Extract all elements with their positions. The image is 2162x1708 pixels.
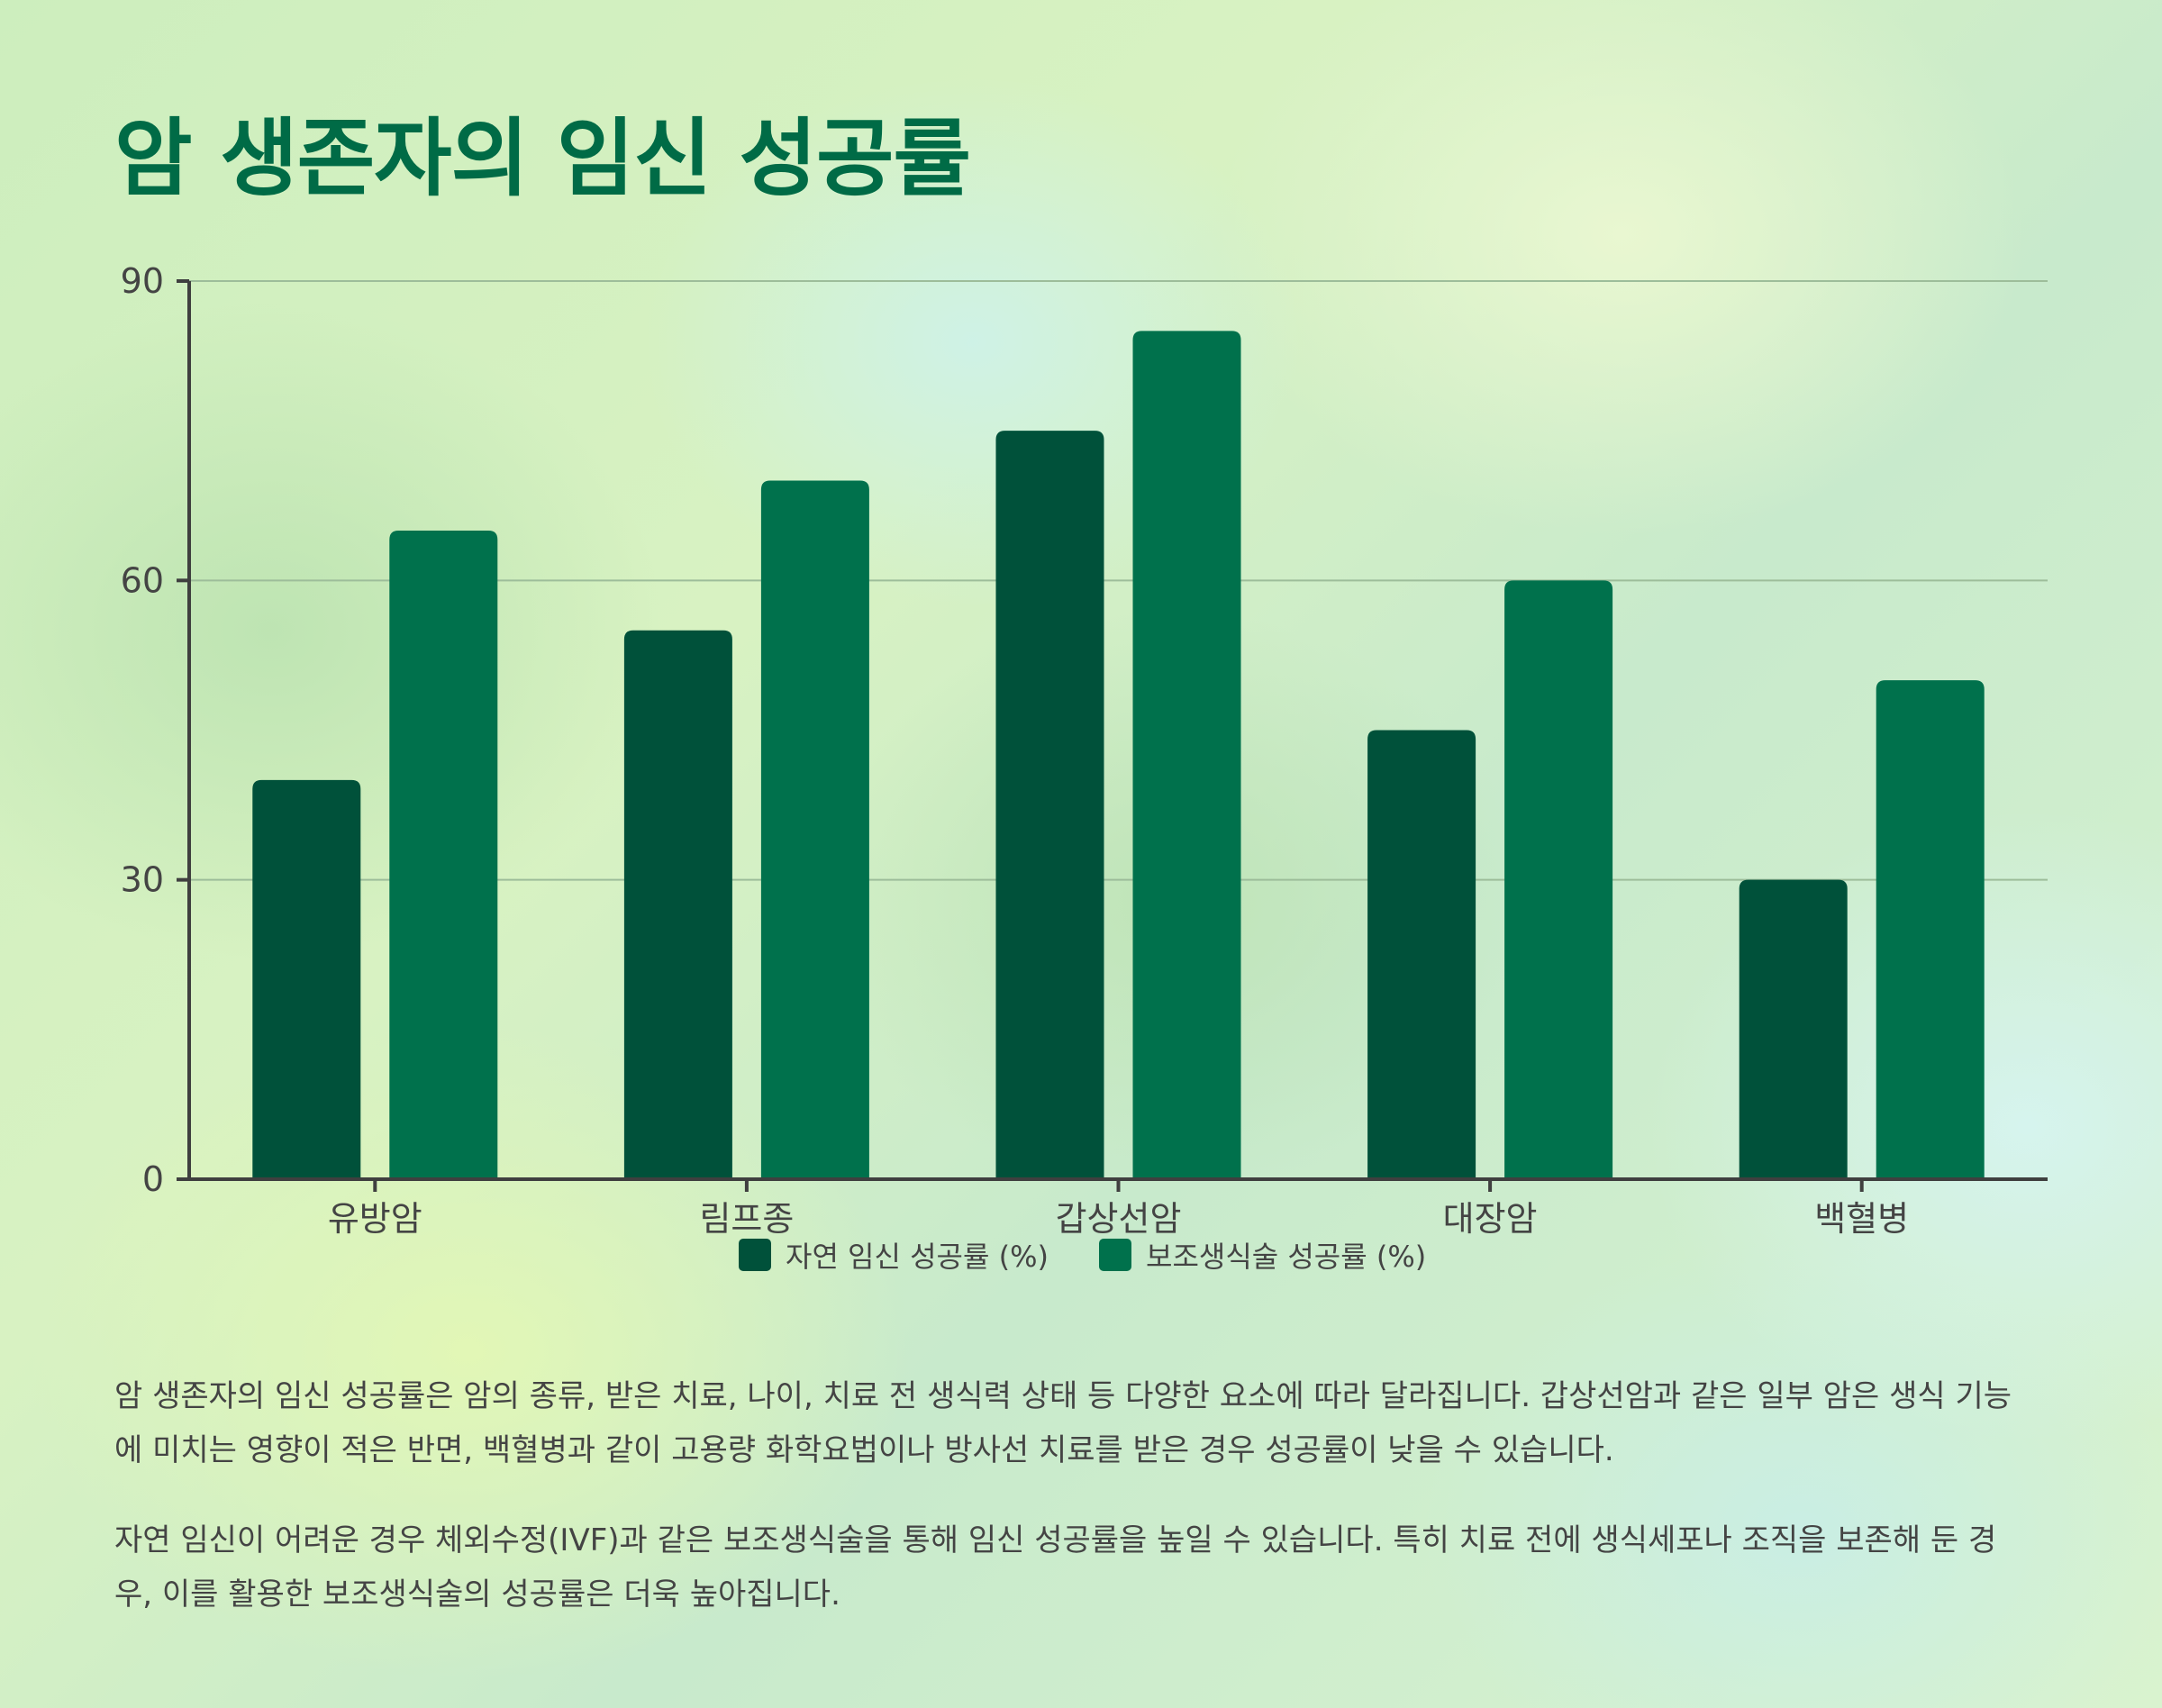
description-paragraph-2: 자연 임신이 어려운 경우 체외수정(IVF)과 같은 보조생식술을 통해 임신… — [114, 1522, 1997, 1613]
bar-natural — [995, 431, 1104, 1180]
bar-natural — [1739, 879, 1848, 1179]
bar-natural — [252, 779, 361, 1179]
y-tick-label: 0 — [142, 1159, 164, 1199]
chart-title: 암 생존자의 임신 성공률 — [114, 110, 971, 208]
axes: 0 30 60 90 유방암 림프종 갑상선암 대장암 백혈병 — [121, 261, 2048, 1239]
x-tick-label: 림프종 — [699, 1199, 794, 1239]
y-tick-label: 60 — [121, 560, 164, 600]
bar-assisted — [1132, 331, 1241, 1179]
bar-natural — [1367, 730, 1476, 1179]
x-tick-label: 백혈병 — [1814, 1199, 1909, 1239]
y-tick-label: 90 — [121, 261, 164, 301]
y-tick-label: 30 — [121, 860, 164, 900]
description-paragraph-1: 암 생존자의 임신 성공률은 암의 종류, 받은 치료, 나이, 치료 전 생식… — [114, 1378, 2012, 1468]
bar-assisted — [760, 480, 869, 1179]
legend: 자연 임신 성공률 (%) 보조생식술 성공률 (%) — [739, 1239, 1426, 1274]
legend-label: 자연 임신 성공률 (%) — [786, 1240, 1049, 1274]
legend-swatch — [1099, 1239, 1131, 1271]
x-tick-label: 갑상선암 — [1056, 1199, 1182, 1239]
gridlines — [189, 280, 2048, 881]
bars — [252, 331, 1985, 1180]
legend-swatch — [739, 1239, 771, 1271]
legend-label: 보조생식술 성공률 (%) — [1146, 1240, 1426, 1274]
bar-chart: 0 30 60 90 유방암 림프종 갑상선암 대장암 백혈병 자연 임신 성공률 (%) 보조생… — [121, 261, 2048, 1274]
bar-assisted — [1504, 580, 1613, 1179]
x-tick-label: 유방암 — [328, 1199, 422, 1239]
bar-natural — [623, 630, 732, 1179]
bar-assisted — [1876, 680, 1985, 1179]
x-tick-label: 대장암 — [1443, 1199, 1538, 1239]
bar-assisted — [389, 530, 498, 1179]
